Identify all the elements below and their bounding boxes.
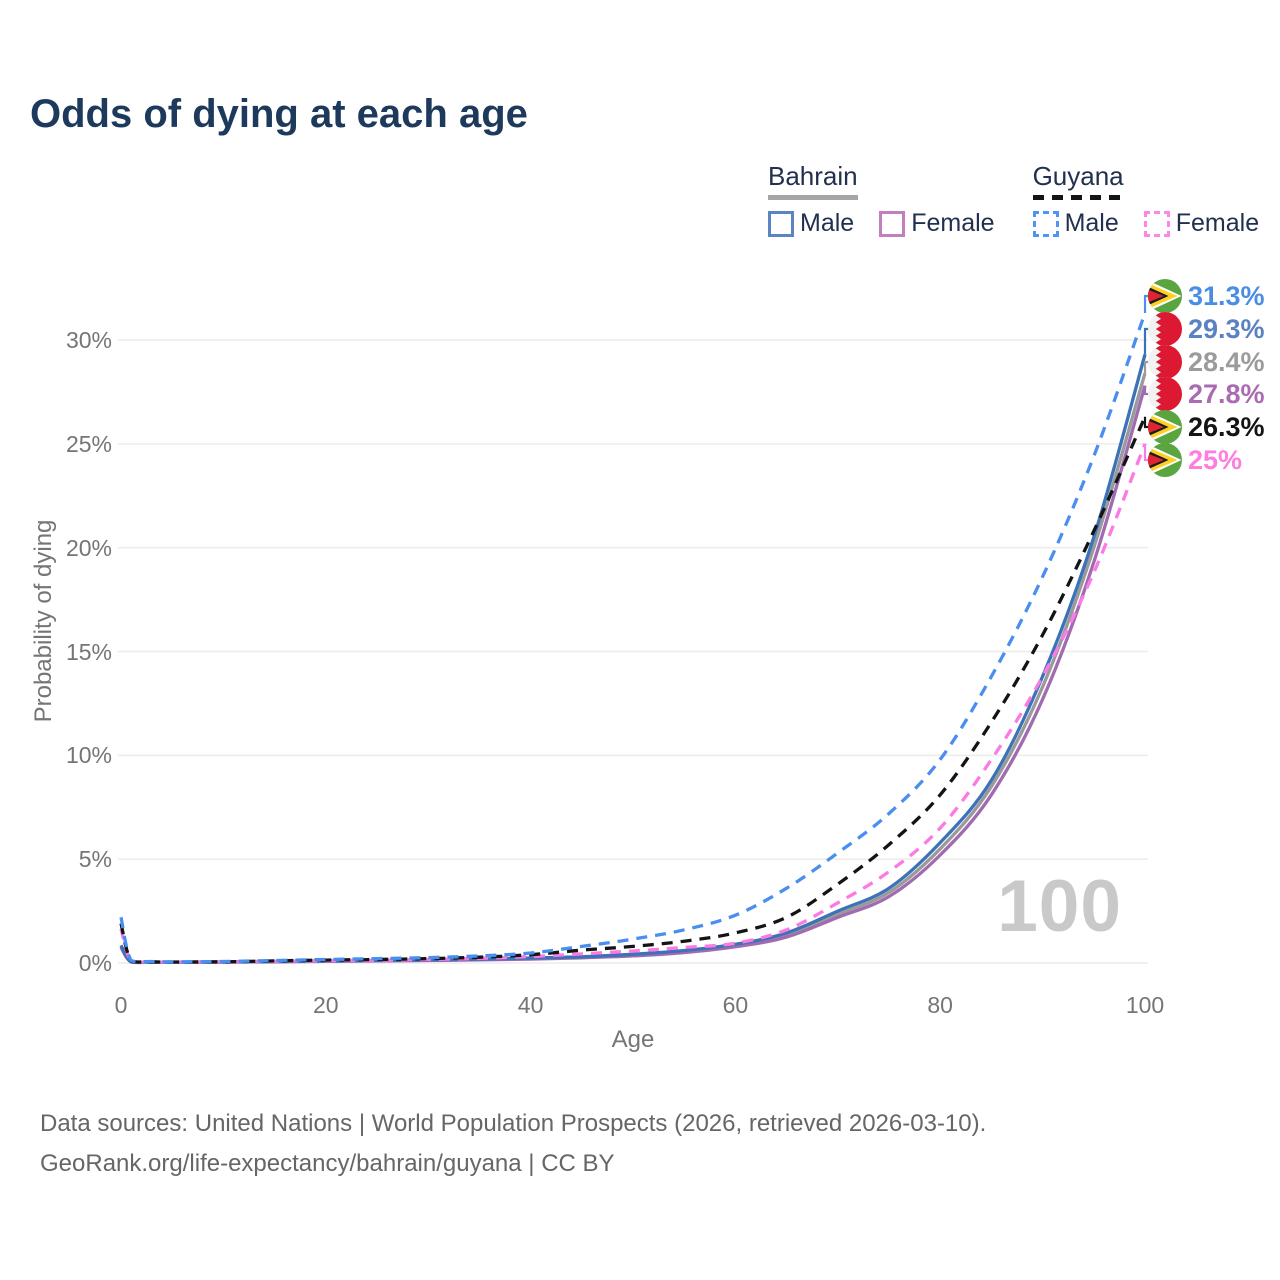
y-tick-label: 15% <box>65 638 112 665</box>
end-label-bahrain_male: 29.3% <box>1148 312 1265 346</box>
legend-group-guyana: Guyana Male Female <box>1032 161 1260 238</box>
x-tick-label: 60 <box>722 992 749 1018</box>
y-tick-label: 0% <box>78 950 112 976</box>
legend-item-label: Female <box>911 209 995 237</box>
x-tick-label: 100 <box>1125 992 1165 1018</box>
guyana-flag-icon <box>1148 410 1182 444</box>
legend-swatch <box>879 210 906 237</box>
end-label-guyana_total: 26.3% <box>1148 410 1265 444</box>
x-tick-label: 20 <box>313 992 339 1018</box>
line-guyana_male[interactable] <box>119 312 1147 964</box>
page-title: Odds of dying at each age <box>30 92 528 136</box>
y-tick-label: 20% <box>65 534 112 561</box>
footer: Data sources: United Nations | World Pop… <box>40 1104 986 1184</box>
end-label-guyana_male: 31.3% <box>1148 279 1265 313</box>
legend-item-label: Male <box>800 209 855 237</box>
legend-item-bahrain-female[interactable]: Female <box>879 209 995 238</box>
x-tick-label: 80 <box>927 992 953 1018</box>
end-label-bahrain_female: 27.8% <box>1148 377 1265 411</box>
footer-attribution: GeoRank.org/life-expectancy/bahrain/guya… <box>40 1150 615 1177</box>
bahrain-flag-icon <box>1148 377 1182 411</box>
legend-swatch <box>768 210 794 237</box>
legend-line-style-sample <box>1032 195 1124 200</box>
legend-item-guyana-female[interactable]: Female <box>1143 209 1260 238</box>
legend-swatch <box>1032 210 1059 237</box>
x-tick-label: 0 <box>114 992 128 1018</box>
guyana-flag-icon <box>1148 443 1182 477</box>
legend-line-style-sample <box>768 195 858 200</box>
x-tick-label: 40 <box>517 992 544 1018</box>
end-label-value: 27.8% <box>1188 378 1265 409</box>
end-label-value: 28.4% <box>1188 346 1265 377</box>
legend-group-bahrain: Bahrain Male Female <box>768 161 995 238</box>
legend-item-label: Male <box>1064 209 1119 237</box>
footer-data-sources: Data sources: United Nations | World Pop… <box>40 1110 987 1137</box>
legend-group-title: Guyana <box>1032 161 1124 191</box>
bahrain-flag-icon <box>1148 345 1182 379</box>
end-label-value: 29.3% <box>1188 313 1265 344</box>
legend-group-title: Bahrain <box>768 161 858 191</box>
legend-item-guyana-male[interactable]: Male <box>1032 209 1119 238</box>
legend-item-label: Female <box>1175 209 1260 237</box>
end-label-bahrain_total: 28.4% <box>1148 345 1265 379</box>
legend: Bahrain Male Female Guyana Male Female <box>768 161 1259 238</box>
y-axis-title: Probability of dying <box>30 519 57 723</box>
legend-swatch <box>1143 210 1170 237</box>
bahrain-flag-icon <box>1148 312 1182 346</box>
y-tick-label: 5% <box>78 846 112 873</box>
age-counter-watermark: 100 <box>997 866 1122 947</box>
x-axis-title: Age <box>611 1026 655 1053</box>
y-tick-label: 10% <box>65 742 112 769</box>
end-label-value: 25% <box>1188 444 1243 475</box>
legend-item-bahrain-male[interactable]: Male <box>768 209 854 238</box>
guyana-flag-icon <box>1148 279 1182 313</box>
end-label-guyana_female: 25% <box>1148 443 1242 477</box>
y-tick-label: 30% <box>65 327 112 353</box>
y-tick-label: 25% <box>65 430 112 457</box>
end-label-value: 26.3% <box>1188 411 1265 442</box>
end-label-value: 31.3% <box>1188 280 1265 311</box>
